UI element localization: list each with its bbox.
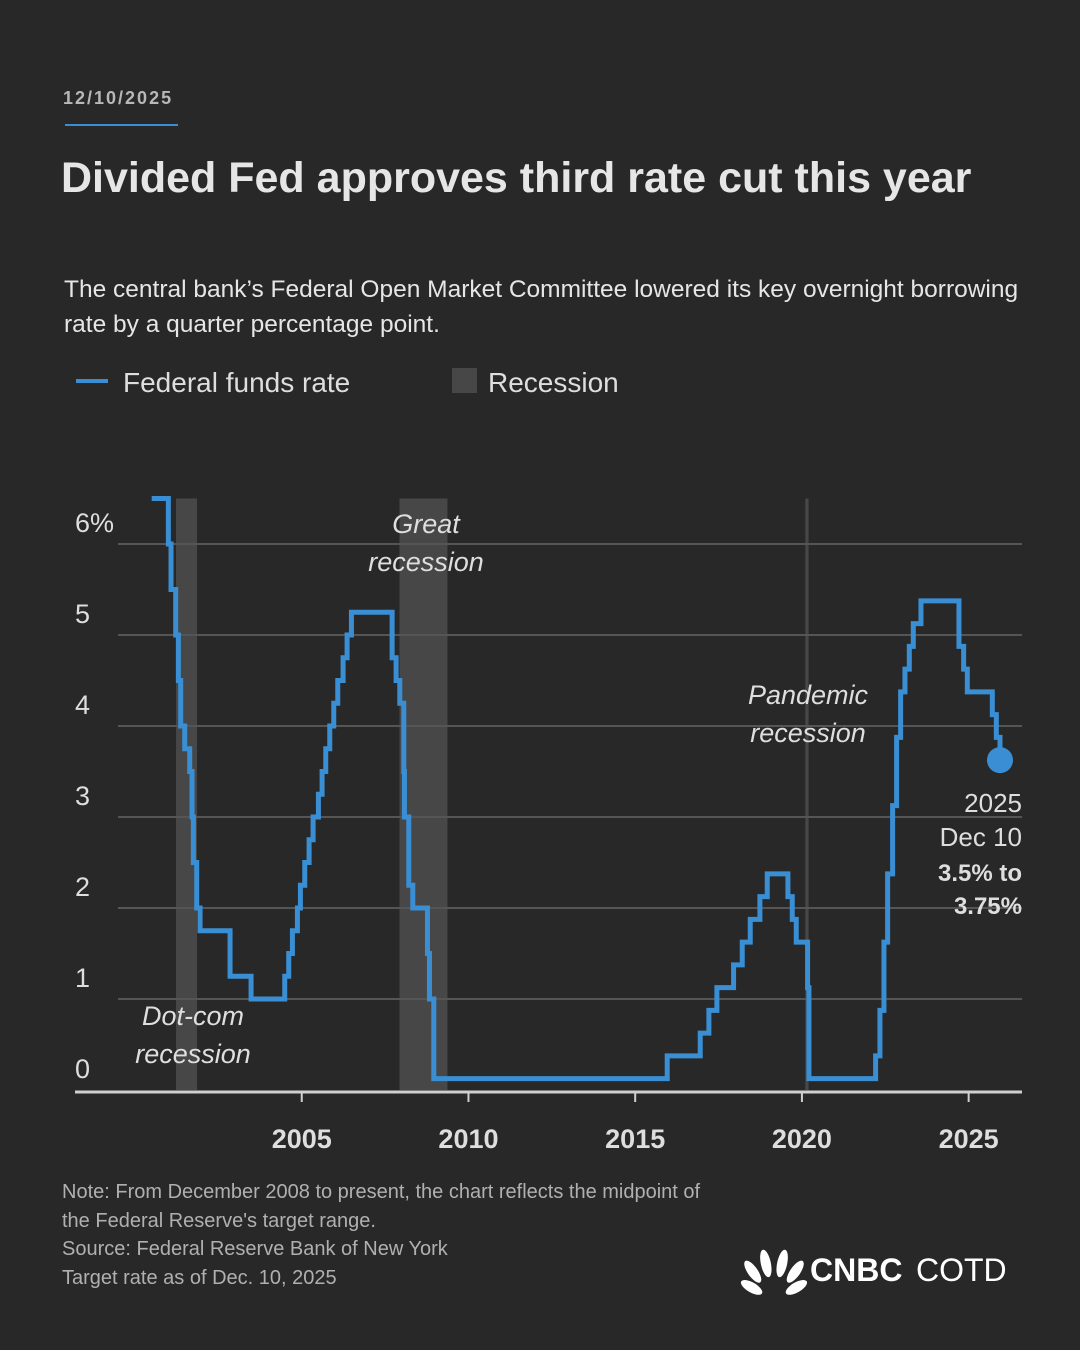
date: 12/10/2025 [63, 88, 174, 108]
rate-line [151, 496, 1003, 1082]
annotation: Dot-com [142, 1001, 244, 1031]
annotation: Pandemic [748, 680, 869, 710]
recession-band [399, 498, 448, 1090]
legend-label: Recession [488, 367, 619, 398]
end-range: 3.5% to [938, 860, 1022, 887]
x-tick-label: 2025 [939, 1124, 999, 1154]
end-dot [986, 747, 1013, 774]
recession-band [176, 498, 198, 1090]
as-of: Target rate as of Dec. 10, 2025 [62, 1267, 337, 1290]
logo-icon [740, 1249, 808, 1295]
y-tick-label: 6% [75, 508, 114, 538]
subtitle: The central bank’s Federal Open Market C… [64, 276, 1019, 338]
note: Note: From December 2008 to present, the… [62, 1181, 701, 1232]
y-tick-label: 3 [75, 781, 90, 811]
x-tick-label: 2015 [605, 1124, 665, 1154]
legend-swatch [452, 368, 477, 393]
logo-bold: CNBC [810, 1252, 902, 1288]
annotation: Great [392, 509, 461, 539]
y-tick-label: 1 [75, 963, 90, 993]
x-tick-label: 2005 [272, 1124, 332, 1154]
legend-label: Federal funds rate [123, 367, 350, 398]
title: Divided Fed approves third rate cut this… [61, 154, 972, 202]
notes: Note: From December 2008 to present, the… [62, 1178, 722, 1293]
logo-light: COTD [916, 1252, 1007, 1288]
end-range: 3.75% [954, 893, 1022, 920]
y-tick-label: 0 [75, 1054, 90, 1084]
y-tick-label: 5 [75, 599, 90, 629]
x-tick-label: 2020 [772, 1124, 832, 1154]
y-tick-label: 2 [75, 872, 90, 902]
date-rule [65, 124, 178, 126]
annotation: recession [135, 1039, 251, 1069]
source: Source: Federal Reserve Bank of New York [62, 1238, 448, 1261]
recession-band [805, 498, 809, 1090]
x-tick-label: 2010 [438, 1124, 498, 1154]
annotation: recession [368, 547, 484, 577]
y-tick-label: 4 [75, 690, 90, 720]
annotation: recession [750, 718, 866, 748]
end-label: Dec 10 [940, 822, 1022, 852]
end-label: 2025 [964, 788, 1022, 818]
